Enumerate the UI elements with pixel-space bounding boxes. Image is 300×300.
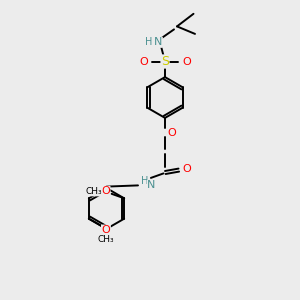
- Text: O: O: [167, 128, 176, 138]
- Text: O: O: [139, 56, 148, 67]
- Text: O: O: [182, 164, 191, 174]
- Text: O: O: [101, 186, 110, 197]
- Text: S: S: [161, 55, 169, 68]
- Text: N: N: [154, 37, 162, 47]
- Text: O: O: [102, 225, 110, 235]
- Text: O: O: [182, 56, 191, 67]
- Text: H: H: [146, 37, 153, 47]
- Text: N: N: [147, 180, 156, 190]
- Text: H: H: [141, 176, 148, 186]
- Text: CH₃: CH₃: [85, 187, 102, 196]
- Text: CH₃: CH₃: [98, 235, 114, 244]
